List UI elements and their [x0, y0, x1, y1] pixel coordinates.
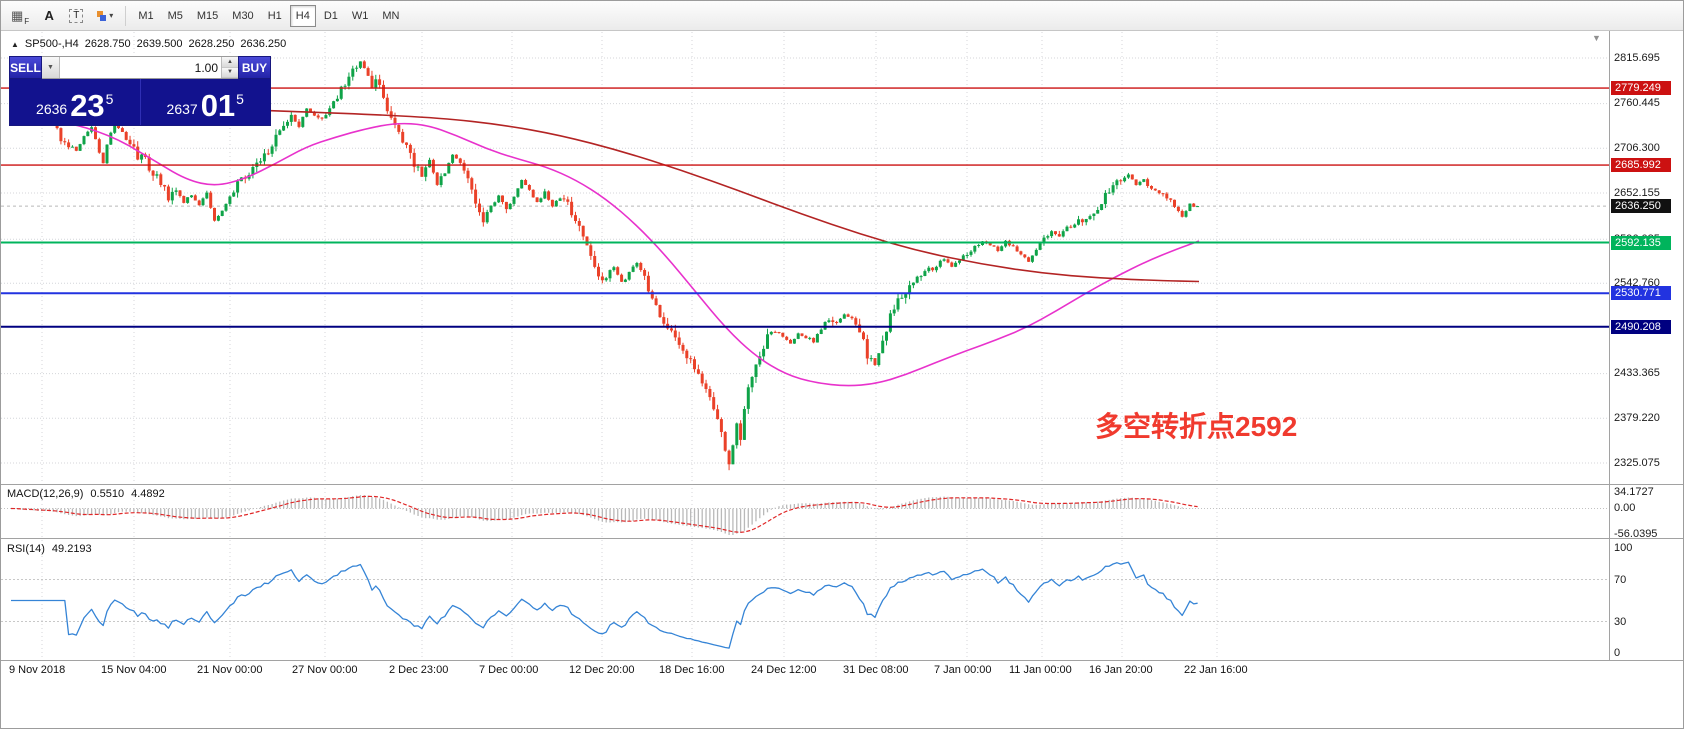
- timeframe-button-m30[interactable]: M30: [232, 9, 254, 22]
- buy-price[interactable]: 2637 01 5: [141, 79, 271, 125]
- price-level-badge: 2490.208: [1611, 319, 1671, 334]
- chart-header: ▲ SP500-,H4 2628.750 2639.500 2628.250 2…: [11, 38, 286, 50]
- price-tick-label: 2325.075: [1614, 456, 1660, 469]
- price-tick-label: 2433.365: [1614, 367, 1660, 380]
- timeframe-button-d1[interactable]: D1: [323, 9, 338, 22]
- one-click-trading-panel: SELL ▼ ▲ ▼ BUY 2636 23 5 2637 01 5: [9, 56, 271, 126]
- rsi-name: RSI(14): [7, 543, 45, 555]
- time-axis-label: 2 Dec 23:00: [389, 664, 449, 676]
- buy-price-big: 01: [200, 88, 236, 123]
- toolbar-separator: [125, 5, 127, 26]
- price-tick-label: 2706.300: [1614, 141, 1660, 154]
- time-axis-label: 22 Jan 16:00: [1184, 664, 1248, 676]
- time-axis-label: 24 Dec 12:00: [751, 664, 817, 676]
- time-axis-label: 16 Jan 20:00: [1089, 664, 1153, 676]
- macd-layer: [1, 495, 1609, 535]
- toolbar: ▦ F A T ▾ M1 M5 M15 M30 H1 H4 D1 W1 MN: [1, 1, 1683, 31]
- rsi-scale-label: 70: [1614, 573, 1627, 586]
- ohlc-high: 2639.500: [136, 38, 183, 50]
- time-axis-label: 21 Nov 00:00: [197, 664, 263, 676]
- volume-decrease-icon[interactable]: ▼: [222, 67, 238, 78]
- rsi-layer: [1, 561, 1609, 649]
- sell-price-prefix: 2636: [36, 101, 68, 117]
- volume-field: ▼ ▲ ▼: [42, 56, 238, 79]
- volume-stepper: ▲ ▼: [221, 57, 238, 78]
- price-tick-label: 2815.695: [1614, 51, 1660, 64]
- macd-scale-label: 0.00: [1614, 502, 1636, 514]
- symbol-marker-icon: ▲: [11, 39, 19, 49]
- macd-signal-value: 4.4892: [131, 488, 165, 500]
- macd-indicator-label: MACD(12,26,9) 0.5510 4.4892: [7, 488, 165, 500]
- volume-input[interactable]: [60, 57, 221, 78]
- price-tick-label: 2542.760: [1614, 276, 1660, 289]
- macd-value: 0.5510: [90, 488, 125, 500]
- current-price-badge: 2636.250: [1611, 199, 1671, 214]
- price-level-badge: 2779.249: [1611, 81, 1671, 96]
- time-axis-label: 31 Dec 08:00: [843, 664, 909, 676]
- price-divider: [139, 79, 141, 125]
- frame-layer: [1, 31, 1683, 661]
- volume-dropdown-icon[interactable]: ▼: [42, 57, 60, 78]
- shapes-dropdown-icon[interactable]: ▾: [91, 5, 119, 27]
- price-tick-label: 2652.155: [1614, 186, 1660, 199]
- sell-price[interactable]: 2636 23 5: [10, 79, 140, 125]
- ohlc-open: 2628.750: [84, 38, 131, 50]
- ma-fast: [10, 114, 1200, 387]
- label-tool-icon[interactable]: A: [44, 8, 54, 23]
- chart-annotation-text: 多空转折点2592: [1095, 411, 1298, 442]
- price-level-badge: 2530.771: [1611, 286, 1671, 301]
- macd-name: MACD(12,26,9): [7, 488, 84, 500]
- ohlc-low: 2628.250: [188, 38, 235, 50]
- time-axis-label: 7 Jan 00:00: [934, 664, 992, 676]
- time-axis-label: 27 Nov 00:00: [292, 664, 358, 676]
- price-level-badge: 2685.992: [1611, 158, 1671, 173]
- buy-price-sup: 5: [236, 91, 244, 107]
- rsi-value: 49.2193: [51, 543, 92, 555]
- rsi-scale-label: 100: [1614, 542, 1633, 554]
- buy-price-prefix: 2637: [166, 101, 198, 117]
- sell-price-sup: 5: [105, 91, 114, 107]
- timeframe-button-h4[interactable]: H4: [289, 4, 316, 27]
- price-level-badge: 2592.135: [1611, 235, 1671, 250]
- timeframe-button-w1[interactable]: W1: [351, 9, 369, 22]
- sell-button[interactable]: SELL: [9, 56, 42, 79]
- chart-shift-marker-icon[interactable]: ▼: [1592, 33, 1601, 43]
- templates-icon[interactable]: ▦ F: [11, 8, 30, 26]
- price-tick-label: 2379.220: [1614, 411, 1660, 424]
- price-tick-label: 2760.445: [1614, 97, 1660, 110]
- timeframe-button-mn[interactable]: MN: [382, 9, 400, 22]
- time-axis-label: 18 Dec 16:00: [659, 664, 725, 676]
- volume-increase-icon[interactable]: ▲: [222, 57, 238, 68]
- time-axis-label: 12 Dec 20:00: [569, 664, 635, 676]
- moving-averages-layer: [10, 99, 1200, 387]
- ohlc-close: 2636.250: [240, 38, 287, 50]
- textbox-tool-icon[interactable]: T: [63, 5, 89, 27]
- time-axis-label: 7 Dec 00:00: [479, 664, 539, 676]
- rsi-line: [11, 561, 1198, 649]
- macd-signal-line: [10, 495, 1198, 533]
- timeframe-button-m15[interactable]: M15: [196, 9, 219, 22]
- time-axis-label: 15 Nov 04:00: [101, 664, 167, 676]
- chart-symbol-period: SP500-,H4: [24, 38, 79, 50]
- rsi-indicator-label: RSI(14) 49.2193: [7, 543, 92, 555]
- timeframe-button-m5[interactable]: M5: [167, 9, 183, 22]
- rsi-scale-label: 0: [1614, 647, 1621, 659]
- sell-price-big: 23: [70, 88, 105, 123]
- rsi-scale-label: 30: [1614, 615, 1627, 628]
- time-axis-label: 11 Jan 00:00: [1009, 664, 1072, 676]
- macd-scale-label: 34.1727: [1614, 486, 1654, 498]
- timeframe-button-h1[interactable]: H1: [267, 9, 282, 22]
- grid-layer: [1, 32, 1609, 659]
- macd-scale-label: -56.0395: [1614, 528, 1658, 540]
- ma-slow: [10, 99, 1200, 283]
- buy-button[interactable]: BUY: [238, 56, 271, 79]
- timeframe-button-m1[interactable]: M1: [138, 9, 154, 22]
- time-axis-label: 9 Nov 2018: [9, 664, 66, 676]
